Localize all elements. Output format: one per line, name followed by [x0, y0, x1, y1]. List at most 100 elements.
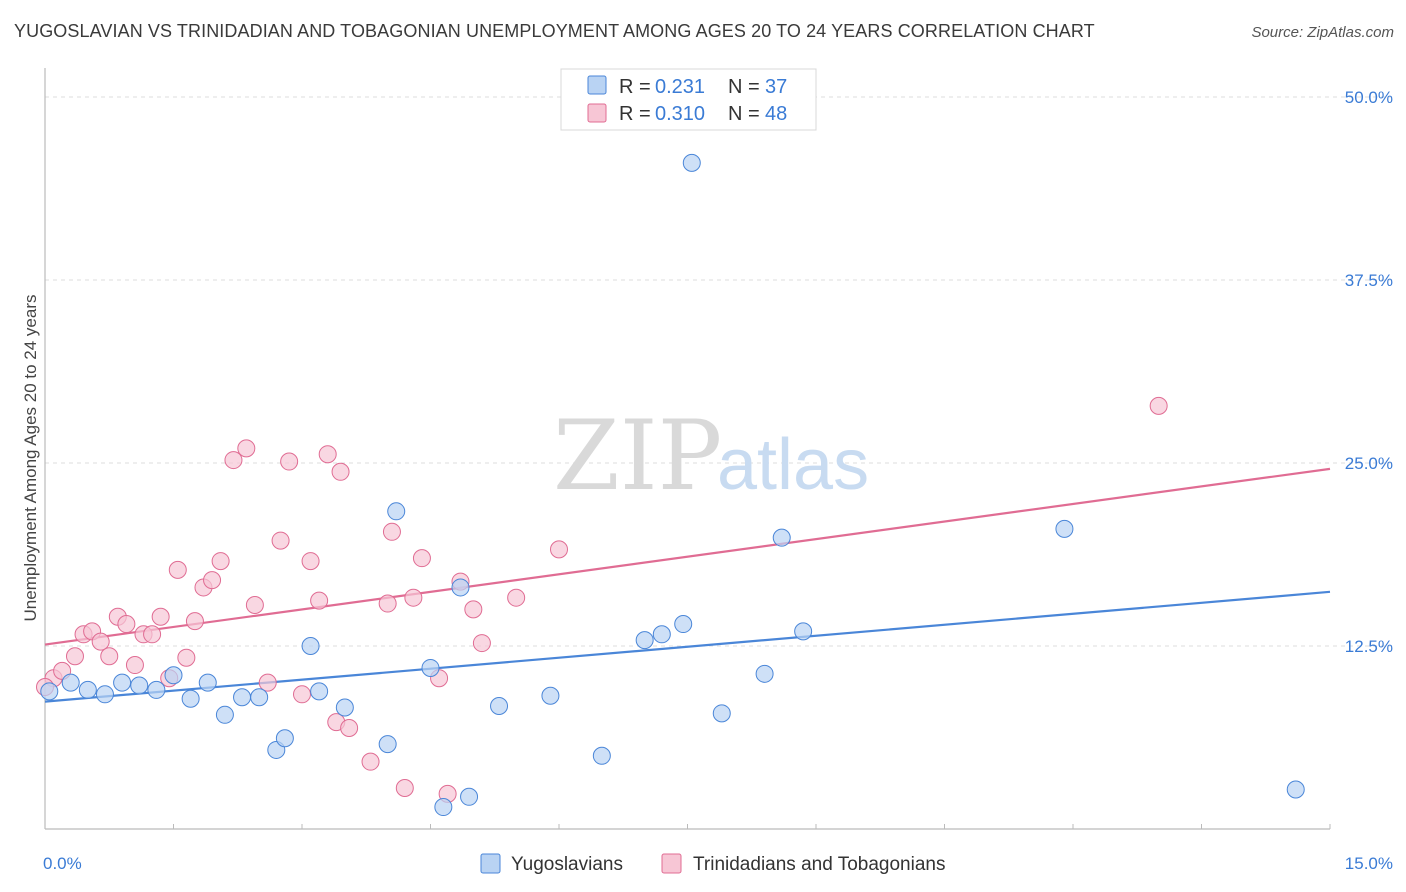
point-yugoslavians-5 [130, 676, 149, 695]
point-trinidadians-2 [65, 647, 84, 666]
legend-n-label-1: N = [728, 76, 760, 98]
point-yugoslavians-3 [95, 685, 114, 704]
y-tick-label-3: 50.0% [1345, 88, 1393, 107]
legend-r-label-1: R = [619, 76, 651, 98]
point-trinidadians-19 [211, 552, 230, 571]
point-trinidadians-38 [412, 549, 431, 568]
legend-n-value-1: 37 [765, 76, 787, 98]
point-yugoslavians-2 [78, 680, 97, 699]
legend-swatch-trinidadians [587, 103, 607, 123]
point-trinidadians-45 [550, 540, 568, 559]
point-trinidadians-43 [472, 634, 491, 653]
bottom-legend-label-trinidadians: Trinidadians and Tobagonians [693, 854, 945, 875]
data-points [36, 153, 1305, 817]
point-trinidadians-23 [258, 673, 277, 692]
point-trinidadians-11 [143, 625, 162, 644]
point-yugoslavians-20 [421, 658, 440, 677]
legend-n-value-2: 48 [765, 103, 787, 125]
gridlines [45, 96, 1392, 647]
x-tick-label-1: 15.0% [1345, 854, 1393, 873]
trendline-yugoslavians [44, 590, 1331, 703]
point-yugoslavians-29 [674, 615, 693, 634]
point-trinidadians-28 [310, 591, 329, 610]
point-trinidadians-20 [224, 451, 243, 470]
point-yugoslavians-11 [233, 688, 252, 707]
point-trinidadians-42 [464, 600, 483, 619]
point-trinidadians-36 [395, 779, 414, 798]
point-trinidadians-29 [318, 445, 337, 464]
point-trinidadians-9 [125, 656, 144, 675]
legend-bottom: Yugoslavians Trinidadians and Tobagonian… [480, 853, 945, 875]
watermark: ZIP atlas [553, 400, 869, 512]
legend-swatch-yugoslavians [587, 75, 607, 95]
point-yugoslavians-27 [635, 631, 654, 650]
point-yugoslavians-26 [592, 746, 611, 765]
watermark-zip: ZIP [553, 400, 722, 512]
point-yugoslavians-17 [335, 698, 354, 717]
point-trinidadians-32 [340, 718, 359, 737]
point-yugoslavians-35 [1055, 519, 1074, 538]
point-trinidadians-46 [1149, 396, 1168, 415]
legend-n-label-2: N = [728, 103, 760, 125]
x-tick-label-0: 0.0% [43, 854, 82, 873]
point-trinidadians-31 [331, 462, 350, 481]
point-yugoslavians-28 [652, 625, 671, 644]
point-trinidadians-26 [293, 685, 311, 704]
point-trinidadians-24 [271, 531, 290, 550]
axes [44, 68, 1331, 830]
point-yugoslavians-15 [301, 637, 320, 655]
chart-source: Source: ZipAtlas.com [1251, 24, 1394, 41]
bottom-legend-swatch-trinidadians [661, 853, 682, 874]
x-tick-labels: 0.0% 15.0% [43, 854, 1393, 873]
point-trinidadians-22 [245, 596, 264, 615]
point-yugoslavians-1 [61, 673, 80, 692]
point-yugoslavians-22 [451, 578, 470, 597]
trendline-trinidadians [44, 467, 1331, 646]
point-yugoslavians-23 [460, 787, 479, 806]
point-trinidadians-16 [185, 612, 204, 631]
y-tick-label-1: 25.0% [1345, 454, 1393, 473]
y-tick-label-2: 37.5% [1345, 271, 1393, 290]
point-yugoslavians-12 [250, 688, 269, 707]
point-yugoslavians-19 [387, 502, 406, 521]
point-yugoslavians-36 [1286, 780, 1305, 799]
point-yugoslavians-32 [755, 664, 774, 683]
point-yugoslavians-33 [772, 528, 791, 547]
point-yugoslavians-9 [198, 673, 217, 692]
point-trinidadians-37 [404, 588, 423, 607]
point-yugoslavians-21 [434, 798, 453, 817]
point-trinidadians-34 [378, 594, 397, 613]
chart-title: YUGOSLAVIAN VS TRINIDADIAN AND TOBAGONIA… [14, 21, 1095, 41]
point-yugoslavians-7 [164, 666, 183, 685]
point-yugoslavians-16 [310, 682, 329, 701]
legend-r-label-2: R = [619, 103, 651, 125]
point-trinidadians-8 [117, 615, 136, 634]
y-axis-label: Unemployment Among Ages 20 to 24 years [21, 295, 40, 622]
point-yugoslavians-31 [712, 704, 731, 723]
point-trinidadians-6 [100, 647, 119, 666]
point-trinidadians-12 [151, 607, 170, 626]
point-yugoslavians-6 [147, 680, 166, 699]
point-yugoslavians-4 [113, 673, 132, 692]
point-trinidadians-25 [280, 452, 299, 471]
point-trinidadians-44 [507, 588, 526, 607]
y-tick-labels: 12.5% 25.0% 37.5% 50.0% [1345, 88, 1393, 656]
point-yugoslavians-30 [682, 153, 701, 172]
point-trinidadians-18 [203, 571, 222, 590]
point-yugoslavians-14 [275, 729, 294, 748]
watermark-atlas: atlas [717, 425, 869, 505]
point-yugoslavians-34 [794, 622, 813, 641]
point-yugoslavians-25 [541, 686, 560, 705]
legend-top: R = 0.231 N = 37 R = 0.310 N = 48 [560, 68, 817, 131]
point-trinidadians-35 [382, 522, 401, 541]
bottom-legend-swatch-yugoslavians [480, 853, 501, 874]
point-yugoslavians-10 [215, 705, 234, 724]
legend-r-value-1: 0.231 [655, 76, 705, 98]
point-yugoslavians-0 [40, 682, 59, 701]
legend-r-value-2: 0.310 [655, 103, 705, 125]
y-tick-label-0: 12.5% [1345, 637, 1393, 656]
point-trinidadians-5 [91, 632, 110, 651]
point-trinidadians-15 [177, 648, 196, 667]
point-trinidadians-27 [301, 552, 320, 571]
